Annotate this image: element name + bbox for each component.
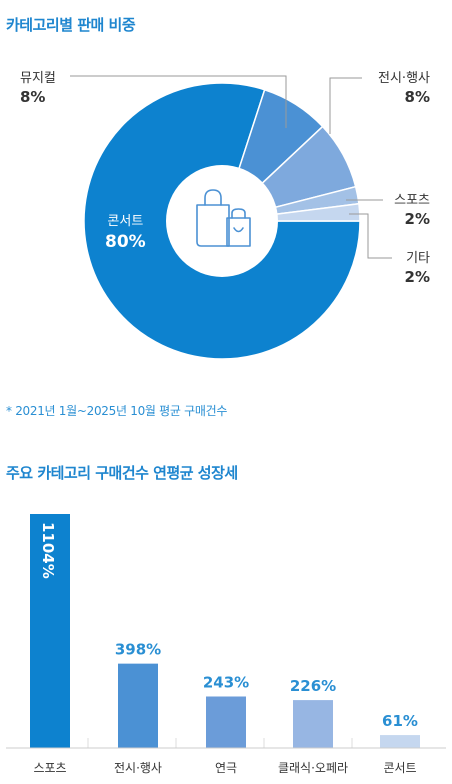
bar-value-label-3: 226% [290, 677, 336, 695]
label-concert-name: 콘서트 [107, 214, 144, 229]
label-exhibition-name: 전시·행사 [378, 71, 430, 86]
label-concert: 콘서트 80% [105, 212, 146, 252]
leader-musical [70, 75, 287, 128]
bar-value-label-4: 61% [382, 712, 418, 730]
bar-2 [206, 696, 246, 748]
bar-category-label-3: 클래식·오페라 [278, 761, 348, 775]
label-sports-pct: 2% [404, 210, 430, 228]
leader-etc [349, 213, 392, 259]
pie-footnote: * 2021년 1월~2025년 10월 평균 구매건수 [6, 404, 228, 418]
label-sports-name: 스포츠 [394, 193, 430, 208]
label-etc-name: 기타 [406, 251, 430, 266]
bar-value-label-0: 1104% [39, 522, 57, 579]
label-musical: 뮤지컬 8% [20, 70, 56, 106]
pie-center-hole [166, 165, 278, 277]
bar-category-label-4: 콘서트 [383, 761, 416, 775]
label-exhibition: 전시·행사 8% [378, 70, 430, 106]
bar-chart: 1104% 스포츠 398% 전시·행사 243% 연극 226% 클래식·오페라 61% 콘서트 [30, 514, 420, 775]
bar-value-label-1: 398% [115, 641, 161, 659]
leader-exhibition [329, 77, 362, 134]
bar-category-label-0: 스포츠 [33, 761, 66, 775]
bar-category-label-2: 연극 [215, 761, 237, 775]
bar-1 [118, 663, 158, 748]
bar-3 [293, 700, 333, 748]
shopping-bag-icon [196, 189, 251, 247]
label-sports: 스포츠 2% [394, 192, 430, 228]
bar-category-label-1: 전시·행사 [114, 760, 162, 775]
label-etc-pct: 2% [404, 268, 430, 286]
pie-chart-title: 카테고리별 판매 비중 [6, 16, 136, 34]
label-exhibition-pct: 8% [404, 88, 430, 106]
bar-value-label-2: 243% [203, 673, 249, 691]
pie-leader-lines [70, 75, 392, 259]
label-musical-name: 뮤지컬 [20, 71, 56, 86]
bar-4 [380, 735, 420, 748]
label-concert-pct: 80% [105, 232, 146, 252]
label-musical-pct: 8% [20, 88, 46, 106]
label-etc: 기타 2% [405, 250, 430, 286]
bar-chart-title: 주요 카테고리 구매건수 연평균 성장세 [6, 464, 238, 482]
bar-0 [30, 514, 70, 748]
